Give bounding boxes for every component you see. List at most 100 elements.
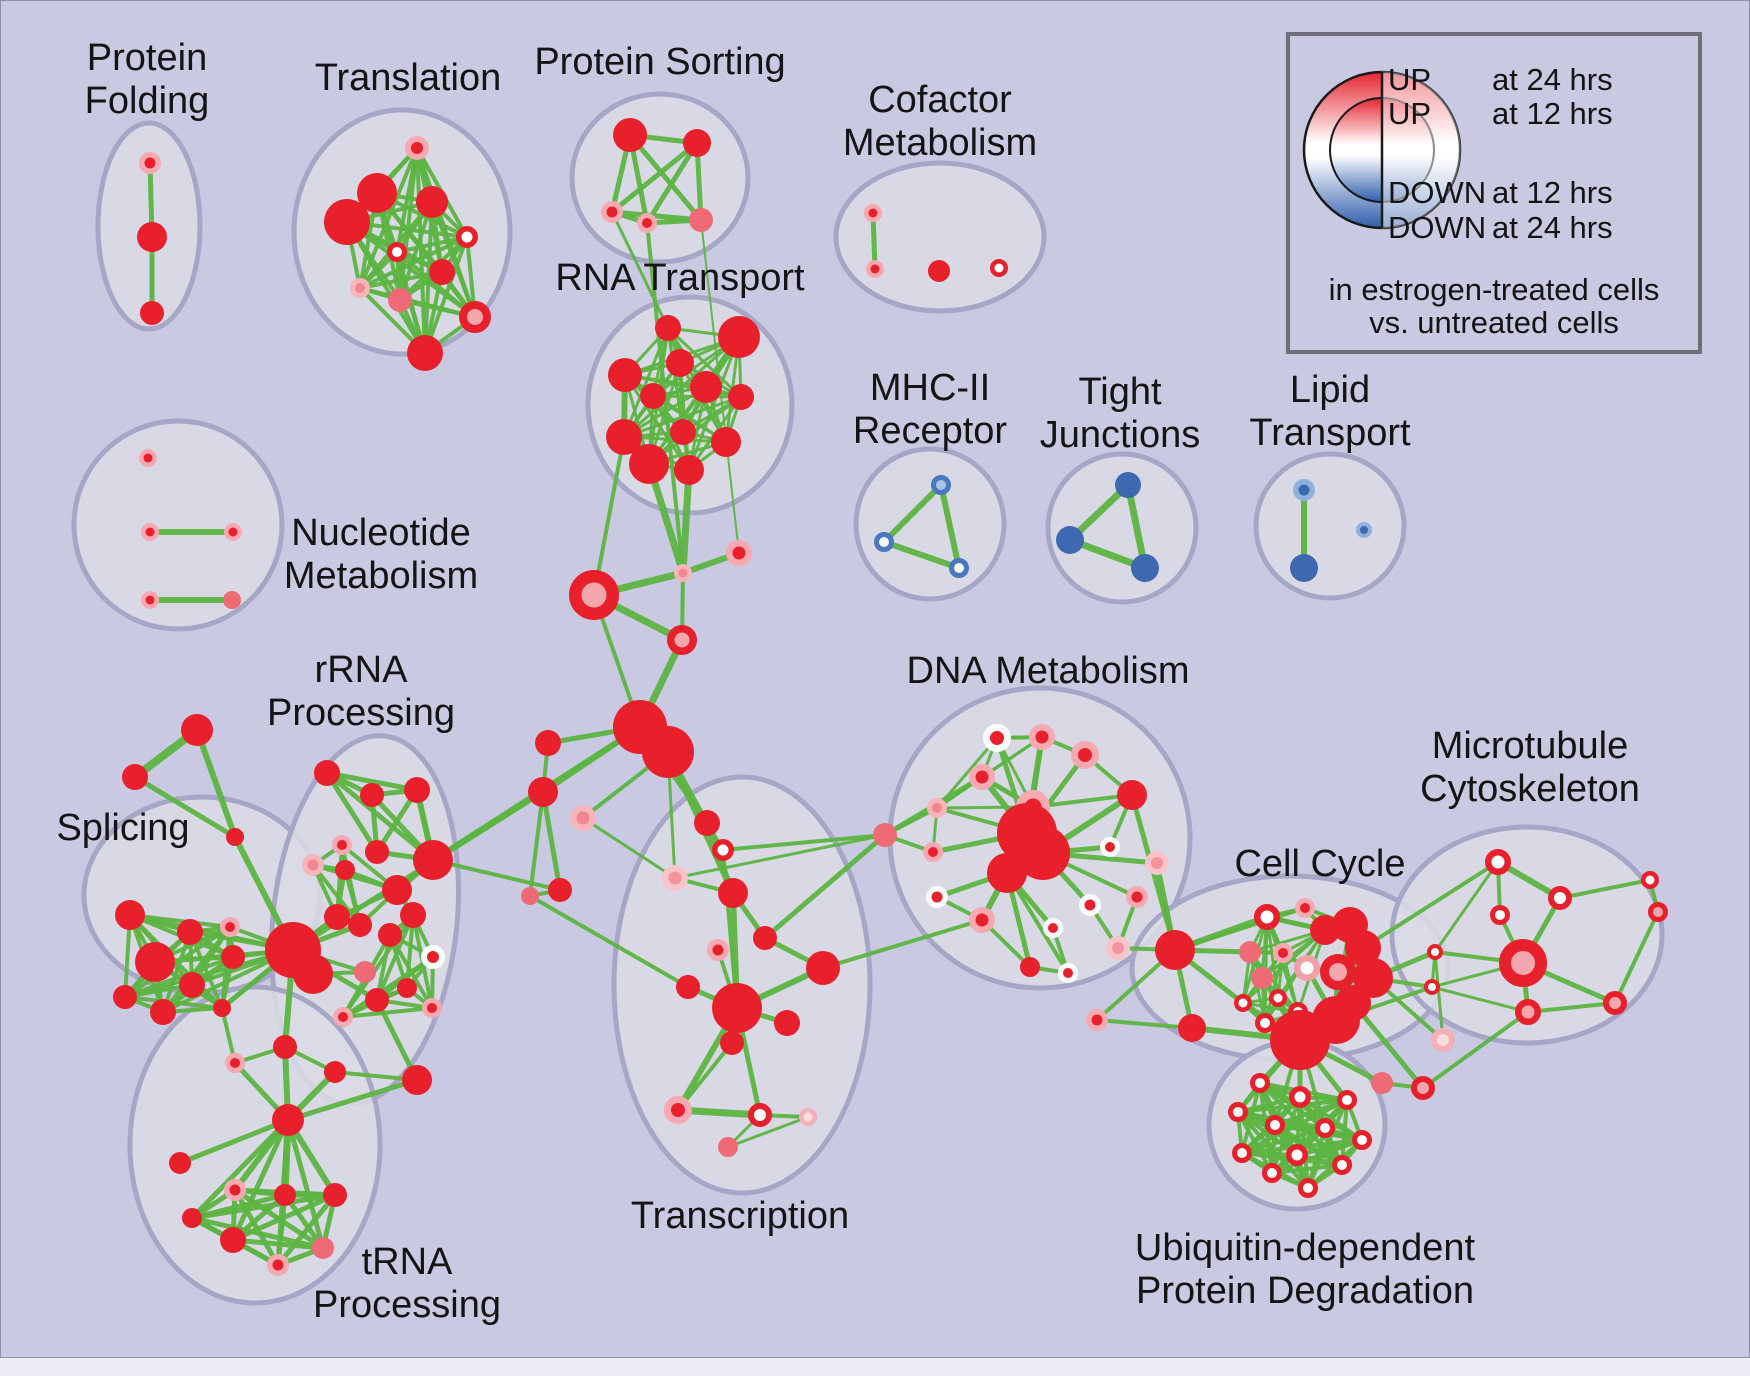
network-edge [938, 484, 962, 569]
network-node [707, 939, 729, 961]
network-node [378, 923, 402, 947]
network-edge [325, 771, 435, 862]
network-node [1262, 1163, 1282, 1183]
network-node [1029, 724, 1055, 750]
network-node [354, 961, 376, 983]
network-edge [287, 1077, 418, 1123]
cluster-ellipse-mhc-ii-receptor [853, 446, 1007, 602]
cluster-label-rrna-processing: rRNA [315, 649, 409, 691]
network-node [667, 625, 697, 655]
network-edge [1433, 951, 1445, 1041]
cluster-label-rrna-processing: Processing [267, 692, 455, 734]
cluster-label-cofactor-metabolism: Cofactor [868, 79, 1012, 121]
network-node [1548, 886, 1572, 910]
network-node [139, 449, 157, 467]
network-node [720, 1031, 744, 1055]
network-node [333, 1007, 353, 1027]
network-node [873, 823, 897, 847]
network-node [1289, 1086, 1311, 1108]
network-node [1155, 930, 1195, 970]
network-edge [881, 482, 944, 545]
network-node [712, 983, 762, 1033]
network-node [382, 875, 412, 905]
network-node [182, 1208, 202, 1228]
network-node [429, 259, 455, 285]
network-edge [358, 147, 419, 289]
network-node [348, 913, 372, 937]
cluster-label-splicing: Splicing [56, 807, 189, 849]
cluster-label-protein-folding: Folding [85, 80, 210, 122]
network-edge [326, 770, 418, 793]
network-node [1234, 994, 1252, 1012]
network-node [139, 152, 161, 174]
network-node [928, 260, 950, 282]
network-edge [1527, 1001, 1616, 1014]
network-edge [674, 833, 886, 880]
network-node [642, 726, 694, 778]
network-node [1250, 1073, 1270, 1093]
legend-up12-time: at 12 hrs [1492, 96, 1613, 131]
network-node [674, 564, 692, 582]
network-node [969, 907, 995, 933]
network-node [220, 917, 240, 937]
network-node [987, 853, 1027, 893]
cluster-label-mhc-ii-receptor: MHC-II [870, 367, 990, 409]
network-node [387, 242, 407, 262]
network-node [728, 384, 754, 410]
network-edge [324, 771, 380, 854]
network-node [421, 945, 445, 969]
network-edge [190, 1118, 290, 1220]
network-edge [1351, 1001, 1425, 1090]
cluster-label-trna-processing: tRNA [362, 1241, 453, 1283]
legend-box [1286, 32, 1702, 354]
network-node [983, 724, 1011, 752]
network-node [629, 444, 669, 484]
network-edge [763, 833, 887, 940]
network-edge [230, 1118, 291, 1242]
network-edge [396, 235, 468, 254]
network-node [213, 999, 231, 1017]
network-edge [528, 791, 545, 897]
legend-up24-time: at 24 hrs [1492, 62, 1613, 97]
network-edge [540, 791, 563, 891]
network-node [1145, 851, 1169, 875]
network-edge [1242, 928, 1326, 1005]
network-node [1056, 526, 1084, 554]
network-node [528, 777, 558, 807]
network-node [1115, 472, 1141, 498]
network-edge [610, 211, 670, 329]
legend-down12-label: DOWN [1388, 175, 1486, 210]
network-node [718, 316, 760, 358]
network-node [1265, 1115, 1285, 1135]
network-node [613, 118, 647, 152]
network-node [456, 226, 478, 248]
cluster-label-dna-metabolism: DNA Metabolism [907, 650, 1190, 692]
network-node [224, 523, 242, 541]
network-edge [870, 212, 878, 270]
network-edge [359, 235, 468, 290]
network-edge [1613, 911, 1660, 1004]
network-node [416, 186, 448, 218]
network-node [866, 260, 884, 278]
network-node [122, 764, 148, 790]
network-edge [1241, 1126, 1326, 1155]
legend-down12-time: at 12 hrs [1492, 175, 1613, 210]
network-node [422, 998, 442, 1018]
network-node [1020, 957, 1040, 977]
network-node [1269, 989, 1287, 1007]
network-edge [727, 1115, 809, 1149]
network-edge [676, 1041, 734, 1112]
network-node [223, 591, 241, 609]
network-node [927, 798, 947, 818]
network-node [1273, 943, 1293, 963]
network-edge [194, 728, 238, 839]
network-edge [276, 1193, 337, 1267]
network-node [141, 523, 159, 541]
network-node [1290, 554, 1318, 582]
network-edge [191, 1215, 324, 1251]
network-node [548, 878, 572, 902]
network-edge [592, 436, 626, 596]
network-node [521, 887, 539, 905]
network-node [1424, 979, 1440, 995]
